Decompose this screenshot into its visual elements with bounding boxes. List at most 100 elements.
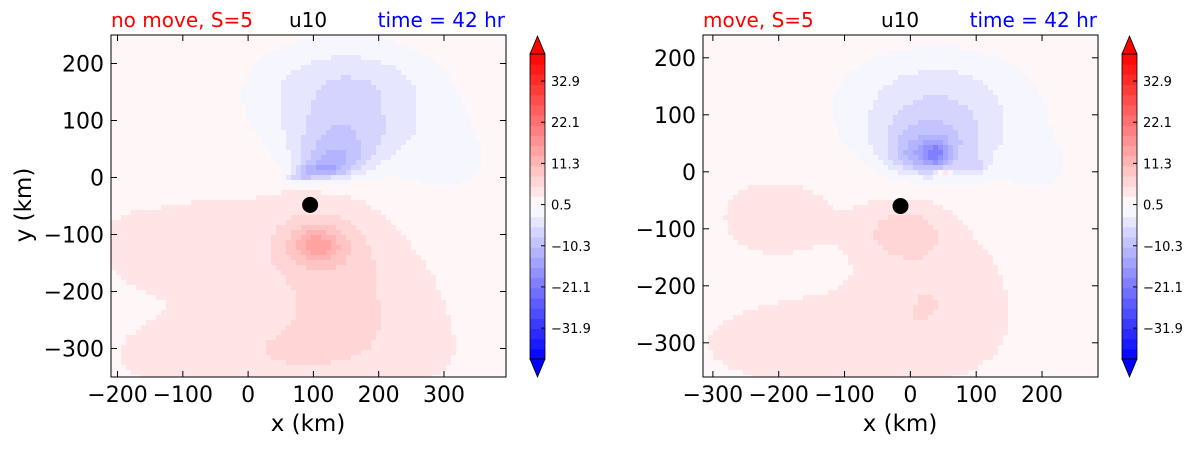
field-cell <box>186 210 192 216</box>
field-cell <box>141 300 147 306</box>
field-cell <box>206 40 212 46</box>
field-cell <box>436 40 442 46</box>
field-cell <box>356 45 362 51</box>
field-cell <box>411 105 417 111</box>
field-cell <box>301 70 307 76</box>
field-cell <box>416 110 422 116</box>
field-cell <box>216 90 222 96</box>
field-cell <box>336 95 342 101</box>
field-cell <box>166 345 172 351</box>
field-cell <box>446 145 452 151</box>
field-cell <box>286 180 292 186</box>
field-cell <box>141 205 147 211</box>
field-cell <box>461 290 467 296</box>
field-cell <box>296 200 302 206</box>
field-cell <box>176 310 182 316</box>
field-cell <box>451 140 457 146</box>
field-cell <box>196 115 202 121</box>
field-cell <box>186 275 192 281</box>
field-cell <box>176 50 182 56</box>
field-cell <box>466 115 472 121</box>
field-cell <box>441 80 447 86</box>
field-cell <box>116 145 122 151</box>
field-cell <box>116 325 122 331</box>
field-cell <box>391 260 397 266</box>
field-cell <box>196 230 202 236</box>
field-cell <box>176 195 182 201</box>
field-cell <box>296 205 302 211</box>
field-cell <box>176 350 182 356</box>
field-cell <box>196 95 202 101</box>
field-cell <box>111 210 117 216</box>
field-cell <box>321 110 327 116</box>
field-cell <box>316 265 322 271</box>
field-cell <box>386 290 392 296</box>
field-cell <box>356 305 362 311</box>
field-cell <box>326 90 332 96</box>
field-cell <box>131 230 137 236</box>
field-cell <box>236 215 242 221</box>
field-cell <box>166 335 172 341</box>
field-cell <box>321 310 327 316</box>
field-cell <box>441 265 447 271</box>
field-cell <box>186 310 192 316</box>
field-cell <box>341 220 347 226</box>
field-cell <box>336 205 342 211</box>
field-cell <box>136 345 142 351</box>
field-cell <box>431 300 437 306</box>
field-cell <box>261 325 267 331</box>
field-cell <box>141 230 147 236</box>
field-cell <box>286 115 292 121</box>
field-cell <box>141 280 147 286</box>
field-cell <box>321 330 327 336</box>
field-cell <box>211 125 217 131</box>
field-cell <box>266 200 272 206</box>
field-cell <box>361 275 367 281</box>
field-cell <box>201 205 207 211</box>
field-cell <box>366 325 372 331</box>
field-cell <box>456 245 462 251</box>
field-cell <box>176 295 182 301</box>
field-cell <box>136 245 142 251</box>
field-cell <box>361 120 367 126</box>
field-cell <box>116 35 122 41</box>
field-cell <box>226 210 232 216</box>
field-cell <box>256 155 262 161</box>
field-cell <box>476 235 482 241</box>
field-cell <box>226 90 232 96</box>
field-cell <box>201 315 207 321</box>
field-cell <box>206 155 212 161</box>
field-cell <box>481 115 487 121</box>
field-cell <box>501 295 506 301</box>
field-cell <box>376 90 382 96</box>
field-cell <box>361 60 367 66</box>
field-cell <box>116 330 122 336</box>
field-cell <box>321 65 327 71</box>
field-cell <box>326 255 332 261</box>
field-cell <box>491 110 497 116</box>
field-cell <box>211 220 217 226</box>
field-cell <box>306 215 312 221</box>
field-cell <box>421 85 427 91</box>
field-cell <box>311 320 317 326</box>
field-cell <box>326 280 332 286</box>
field-cell <box>116 160 122 166</box>
field-cell <box>236 210 242 216</box>
field-cell <box>281 230 287 236</box>
field-cell <box>296 170 302 176</box>
field-cell <box>471 180 477 186</box>
field-cell <box>216 270 222 276</box>
field-cell <box>351 320 357 326</box>
field-cell <box>216 135 222 141</box>
field-cell <box>266 195 272 201</box>
field-cell <box>116 50 122 56</box>
field-cell <box>236 330 242 336</box>
field-cell <box>431 170 437 176</box>
field-cell <box>471 290 477 296</box>
field-cell <box>151 275 157 281</box>
field-cell <box>391 165 397 171</box>
field-cell <box>336 290 342 296</box>
field-cell <box>276 310 282 316</box>
field-cell <box>466 220 472 226</box>
field-cell <box>381 310 387 316</box>
